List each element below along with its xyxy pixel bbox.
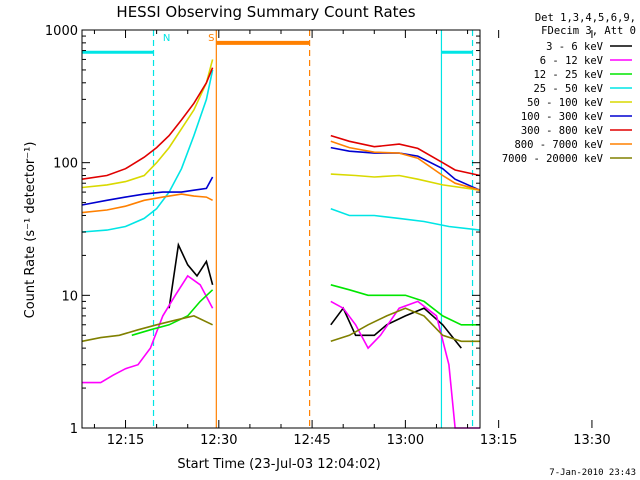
y-tick-label: 10 xyxy=(61,289,78,304)
x-tick-label: 13:30 xyxy=(573,433,610,448)
legend-header-line-1: Det 1,3,4,5,6,9, xyxy=(535,12,636,24)
legend-header-line-2: FDecim 3, Att 0 xyxy=(541,25,636,37)
x-tick-label: 12:30 xyxy=(200,433,237,448)
x-tick-label: 12:45 xyxy=(293,433,330,448)
legend-label: 300 - 800 keV xyxy=(521,125,604,137)
footer-timestamp: 7-Jan-2010 23:43 xyxy=(549,468,636,478)
series-line xyxy=(330,307,480,343)
axes-box xyxy=(81,29,481,429)
series-line xyxy=(330,134,481,177)
x-tick-label: 13:15 xyxy=(480,433,517,448)
legend-label: 25 - 50 keV xyxy=(533,83,603,95)
series-line xyxy=(330,300,480,429)
series-line xyxy=(330,207,481,231)
series-line xyxy=(81,193,213,214)
series-line xyxy=(81,69,214,233)
legend-label: 7000 - 20000 keV xyxy=(502,153,604,165)
series-line xyxy=(330,284,480,326)
y-tick-label: 100 xyxy=(53,157,78,172)
legend-label: 3 - 6 keV xyxy=(546,41,604,53)
event-marker: S xyxy=(208,33,214,44)
series-line xyxy=(81,59,214,189)
chart-title: HESSI Observing Summary Count Rates xyxy=(116,3,415,21)
legend-label: 100 - 300 keV xyxy=(521,111,604,123)
series-line xyxy=(82,274,214,384)
series-line xyxy=(81,176,214,206)
series-line xyxy=(330,140,481,191)
event-marker: N xyxy=(163,33,170,44)
legend: Det 1,3,4,5,6,9, FDecim 3, Att 0 3 - 6 k… xyxy=(502,12,636,165)
series-line xyxy=(330,173,481,191)
series-line xyxy=(81,315,213,343)
series-line xyxy=(131,289,214,337)
y-axis-label: Count Rate (s⁻¹ detector⁻¹) xyxy=(23,142,38,319)
series-line xyxy=(81,67,214,180)
legend-label: 12 - 25 keV xyxy=(533,69,603,81)
series-line xyxy=(168,242,214,309)
series-line xyxy=(330,306,462,349)
axes-ticks: 12:15 12:30 12:45 13:00 13:15 13:30 1 10 100 1000 xyxy=(45,24,611,448)
series-line xyxy=(330,146,481,191)
x-axis-label: Start Time (23-Jul-03 12:04:02) xyxy=(177,457,380,472)
x-tick-label: 12:15 xyxy=(107,433,144,448)
y-tick-label: 1000 xyxy=(45,24,78,39)
legend-label: 6 - 12 keV xyxy=(540,55,604,67)
legend-label: 50 - 100 keV xyxy=(527,97,604,109)
y-tick-label: 1 xyxy=(70,422,78,437)
x-tick-label: 13:00 xyxy=(387,433,424,448)
legend-label: 800 - 7000 keV xyxy=(514,139,603,151)
